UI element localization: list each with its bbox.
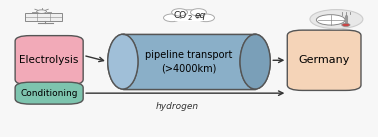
Ellipse shape <box>172 9 187 16</box>
Ellipse shape <box>108 34 138 89</box>
Text: CO: CO <box>174 11 187 20</box>
Ellipse shape <box>198 14 214 22</box>
Text: pipeline transport
(>4000km): pipeline transport (>4000km) <box>145 50 233 74</box>
FancyBboxPatch shape <box>123 34 255 89</box>
FancyBboxPatch shape <box>15 82 83 104</box>
Ellipse shape <box>240 34 270 89</box>
Circle shape <box>310 10 363 29</box>
Text: Electrolysis: Electrolysis <box>19 55 79 65</box>
Text: Conditioning: Conditioning <box>20 89 78 98</box>
FancyBboxPatch shape <box>287 30 361 90</box>
Circle shape <box>37 10 46 13</box>
Circle shape <box>316 15 345 25</box>
Text: hydrogen: hydrogen <box>156 102 199 111</box>
Ellipse shape <box>177 10 201 20</box>
FancyBboxPatch shape <box>15 36 83 85</box>
Text: 2: 2 <box>188 15 192 21</box>
FancyBboxPatch shape <box>25 13 62 21</box>
Text: Germany: Germany <box>299 55 350 65</box>
Ellipse shape <box>108 34 138 89</box>
Circle shape <box>342 23 350 26</box>
Text: eq: eq <box>195 11 206 20</box>
FancyBboxPatch shape <box>123 34 255 89</box>
Ellipse shape <box>240 34 270 89</box>
Ellipse shape <box>164 14 180 22</box>
Ellipse shape <box>191 9 206 16</box>
